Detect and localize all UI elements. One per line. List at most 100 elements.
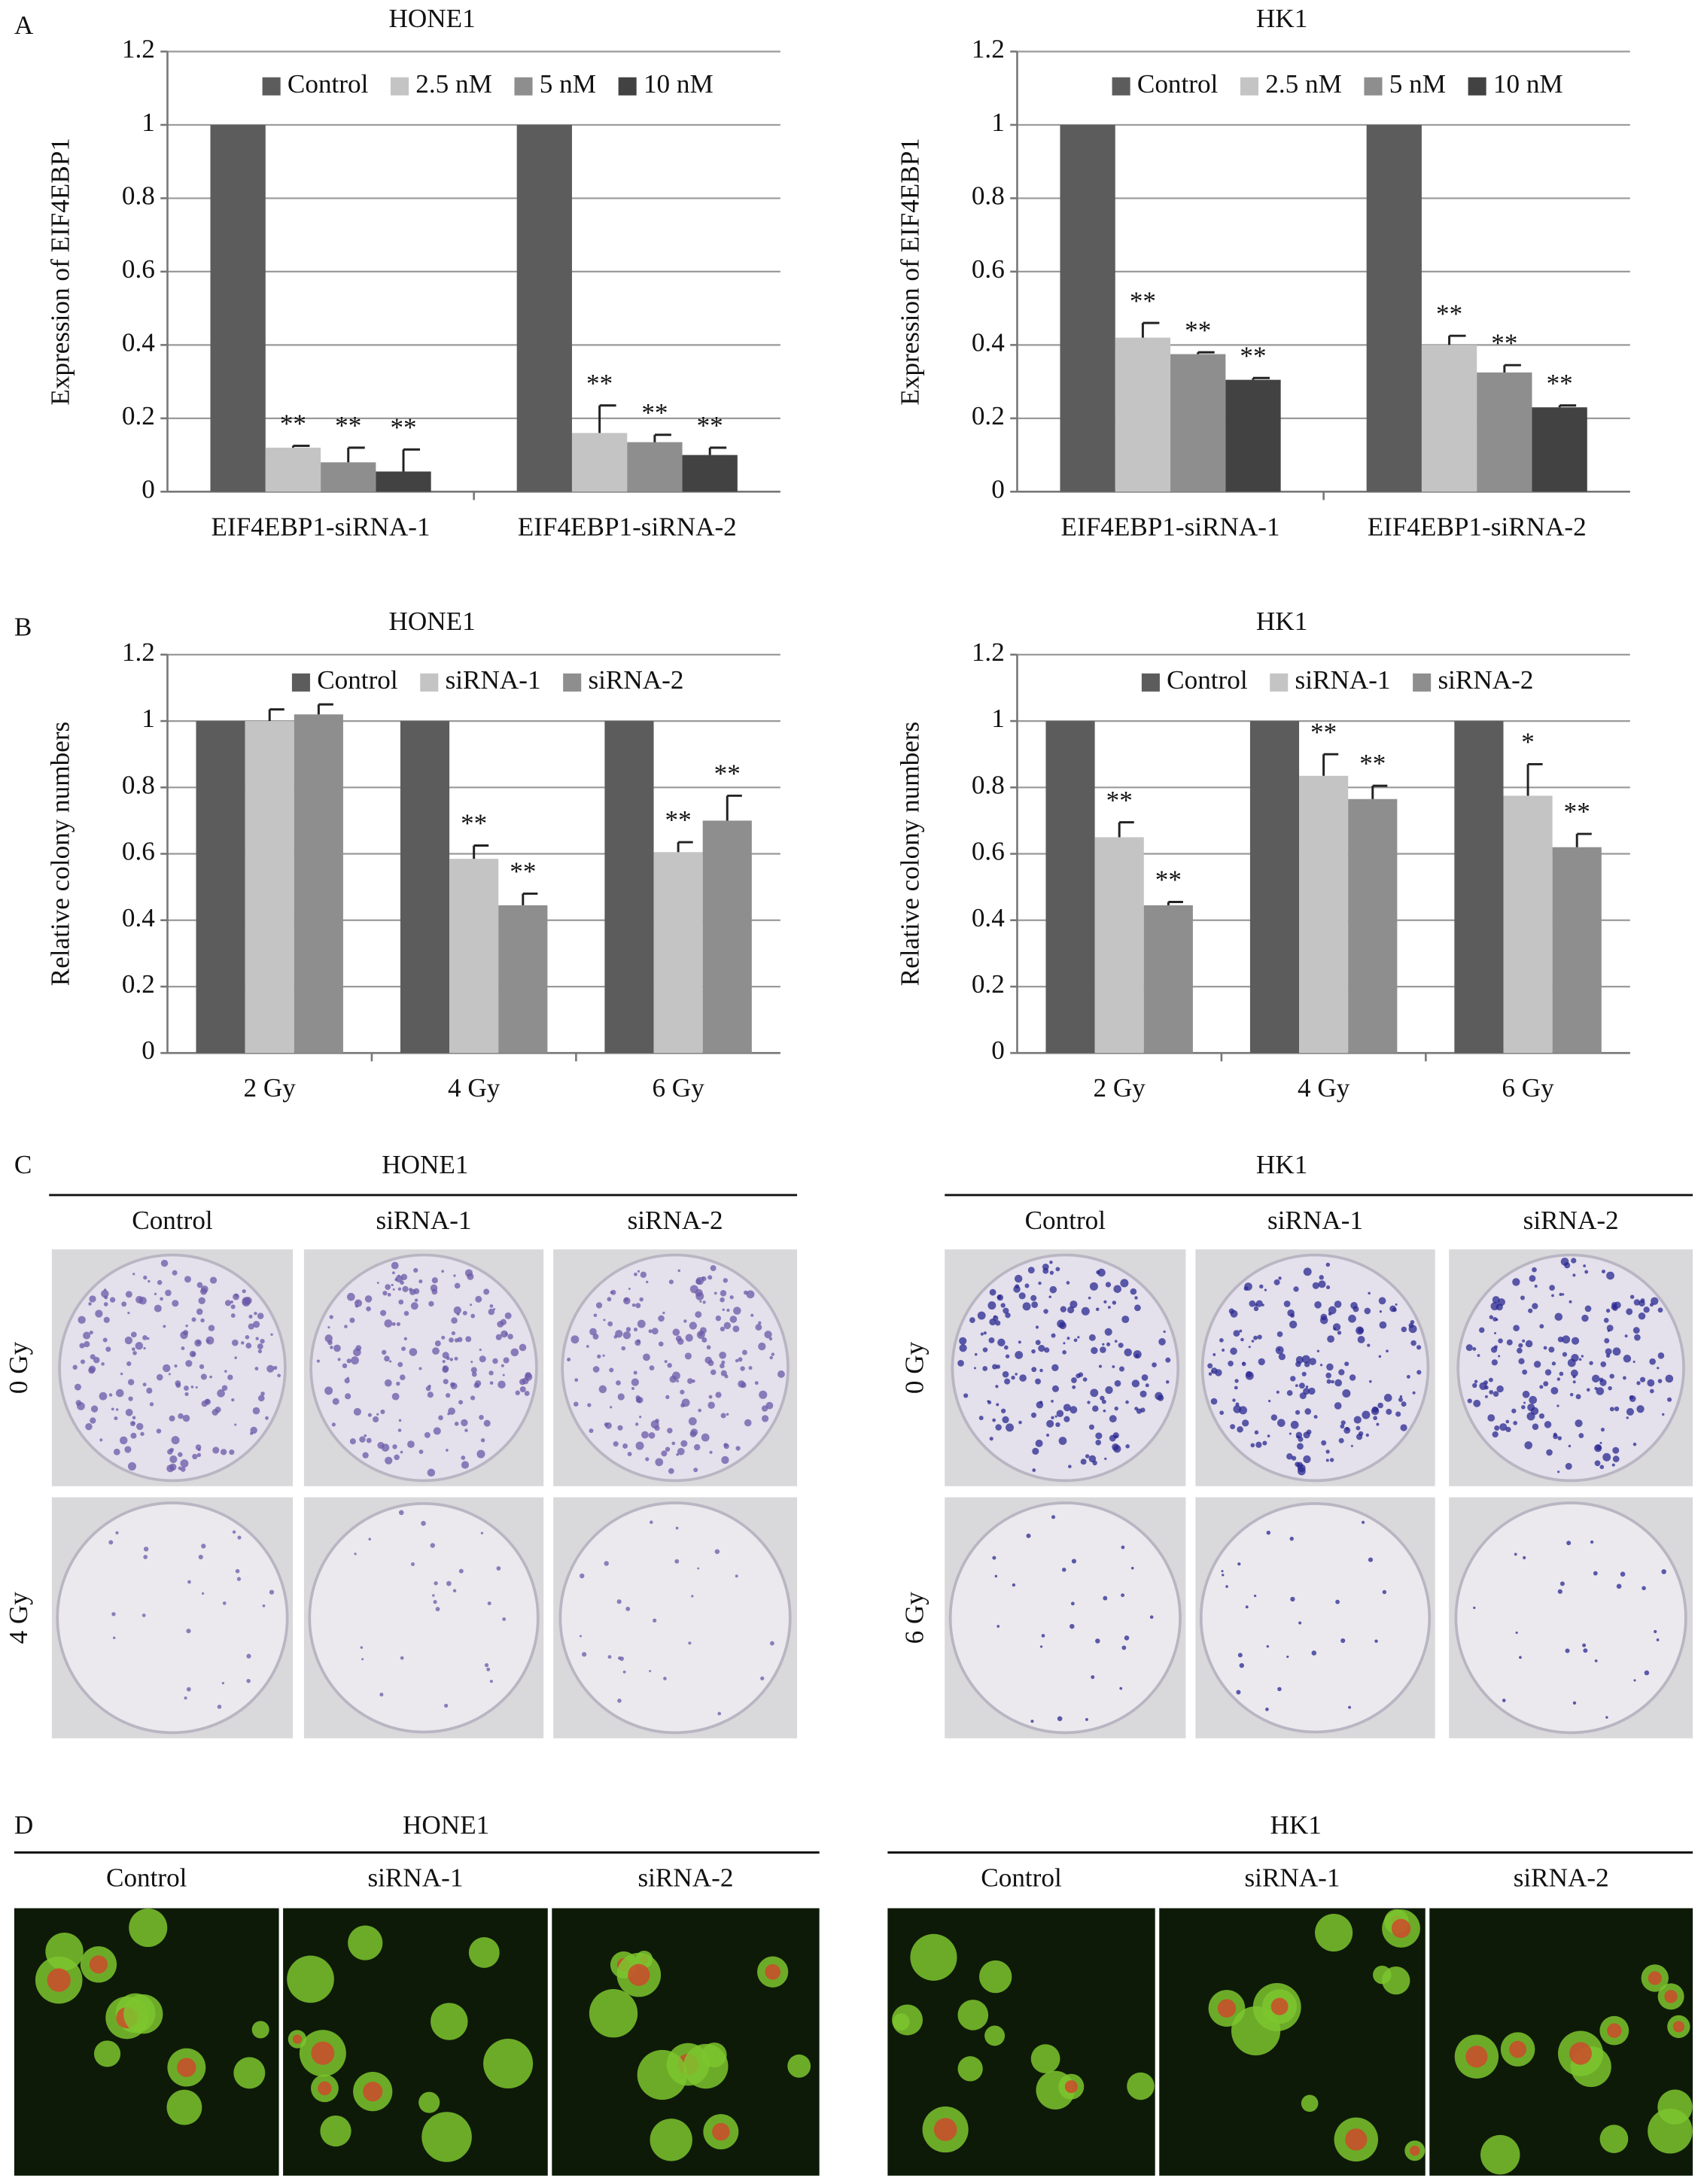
colony (1303, 1431, 1310, 1439)
colony (115, 1389, 124, 1398)
colony (148, 1279, 151, 1283)
cell (978, 1960, 1012, 1994)
colony (395, 1275, 403, 1283)
colony (1219, 1410, 1225, 1416)
colony (196, 1308, 203, 1316)
colony (1242, 1419, 1249, 1427)
colony (362, 1452, 369, 1459)
colony (1225, 1585, 1228, 1588)
colony (1557, 1471, 1560, 1474)
colony (1249, 1300, 1256, 1307)
colony (616, 1380, 621, 1386)
colony (257, 1349, 263, 1354)
colony (1589, 1361, 1593, 1365)
colony (1559, 1292, 1562, 1297)
colony (270, 1333, 273, 1337)
colony (662, 1311, 665, 1315)
significance-label: ** (714, 759, 741, 788)
colony (631, 1387, 634, 1390)
colony (1549, 1285, 1555, 1291)
cell (1315, 1913, 1353, 1952)
error-bar (291, 444, 310, 448)
colony (1498, 1355, 1501, 1358)
colony (373, 1416, 379, 1423)
colony (1088, 1455, 1097, 1463)
legend-label: 5 nM (1389, 69, 1446, 99)
colony (196, 1452, 202, 1457)
colony (366, 1306, 371, 1312)
colony (265, 1416, 269, 1420)
colony (1472, 1347, 1477, 1351)
colony (1031, 1349, 1036, 1354)
colony (1049, 1260, 1053, 1264)
colony (124, 1336, 133, 1345)
colony (143, 1275, 148, 1280)
colony (1338, 1437, 1344, 1443)
colony (681, 1398, 690, 1407)
colony (1416, 1370, 1422, 1375)
colony (693, 1468, 698, 1473)
colony (1058, 1437, 1067, 1445)
colony (1031, 1301, 1039, 1308)
colony (742, 1349, 747, 1355)
colony (777, 1370, 785, 1378)
cell (287, 1955, 334, 2003)
colony (1088, 1296, 1091, 1300)
colony (167, 1449, 173, 1455)
colony (1286, 1453, 1293, 1460)
colony (487, 1601, 491, 1605)
colony (157, 1279, 163, 1285)
colony (1014, 1274, 1023, 1283)
colony (719, 1351, 726, 1359)
bar (400, 721, 450, 1054)
colony (1088, 1334, 1096, 1341)
chart-title: HONE1 (389, 607, 476, 636)
cell (1301, 2094, 1319, 2113)
colony (688, 1641, 692, 1645)
colony (201, 1544, 206, 1549)
colony (1295, 1361, 1301, 1367)
colony (1267, 1399, 1271, 1403)
bar (1143, 905, 1193, 1054)
colony (342, 1363, 348, 1369)
colony (413, 1267, 418, 1273)
colony (1343, 1427, 1351, 1434)
colony (442, 1360, 446, 1364)
colony (470, 1367, 477, 1373)
colony (1348, 1705, 1351, 1709)
colony (1019, 1374, 1027, 1382)
colony (1489, 1389, 1494, 1395)
cell-nucleus (1672, 2021, 1684, 2033)
colony (236, 1577, 242, 1581)
colony (396, 1322, 400, 1327)
colony (476, 1449, 485, 1459)
colony (1523, 1556, 1526, 1559)
well (1454, 1501, 1687, 1735)
colony (182, 1414, 190, 1422)
colony (1165, 1380, 1170, 1384)
colony (396, 1381, 400, 1386)
colony (392, 1288, 395, 1291)
colony (1518, 1343, 1523, 1348)
colony (131, 1347, 135, 1352)
colony (676, 1379, 679, 1382)
colony (625, 1327, 631, 1332)
colony (1636, 1381, 1641, 1386)
colony (721, 1360, 726, 1364)
colony (231, 1398, 235, 1402)
colony (671, 1441, 676, 1446)
bar (516, 124, 572, 492)
colony (1018, 1292, 1026, 1300)
significance-label: * (1521, 728, 1535, 757)
colony (1250, 1443, 1255, 1448)
colony (125, 1408, 133, 1416)
colony (195, 1386, 198, 1389)
colony (997, 1625, 1000, 1628)
colony (1103, 1409, 1106, 1413)
colony (721, 1455, 729, 1465)
colony (1559, 1581, 1565, 1586)
colony (136, 1422, 144, 1431)
colony (1568, 1444, 1572, 1448)
colony (217, 1389, 225, 1398)
colony (1609, 1407, 1614, 1412)
